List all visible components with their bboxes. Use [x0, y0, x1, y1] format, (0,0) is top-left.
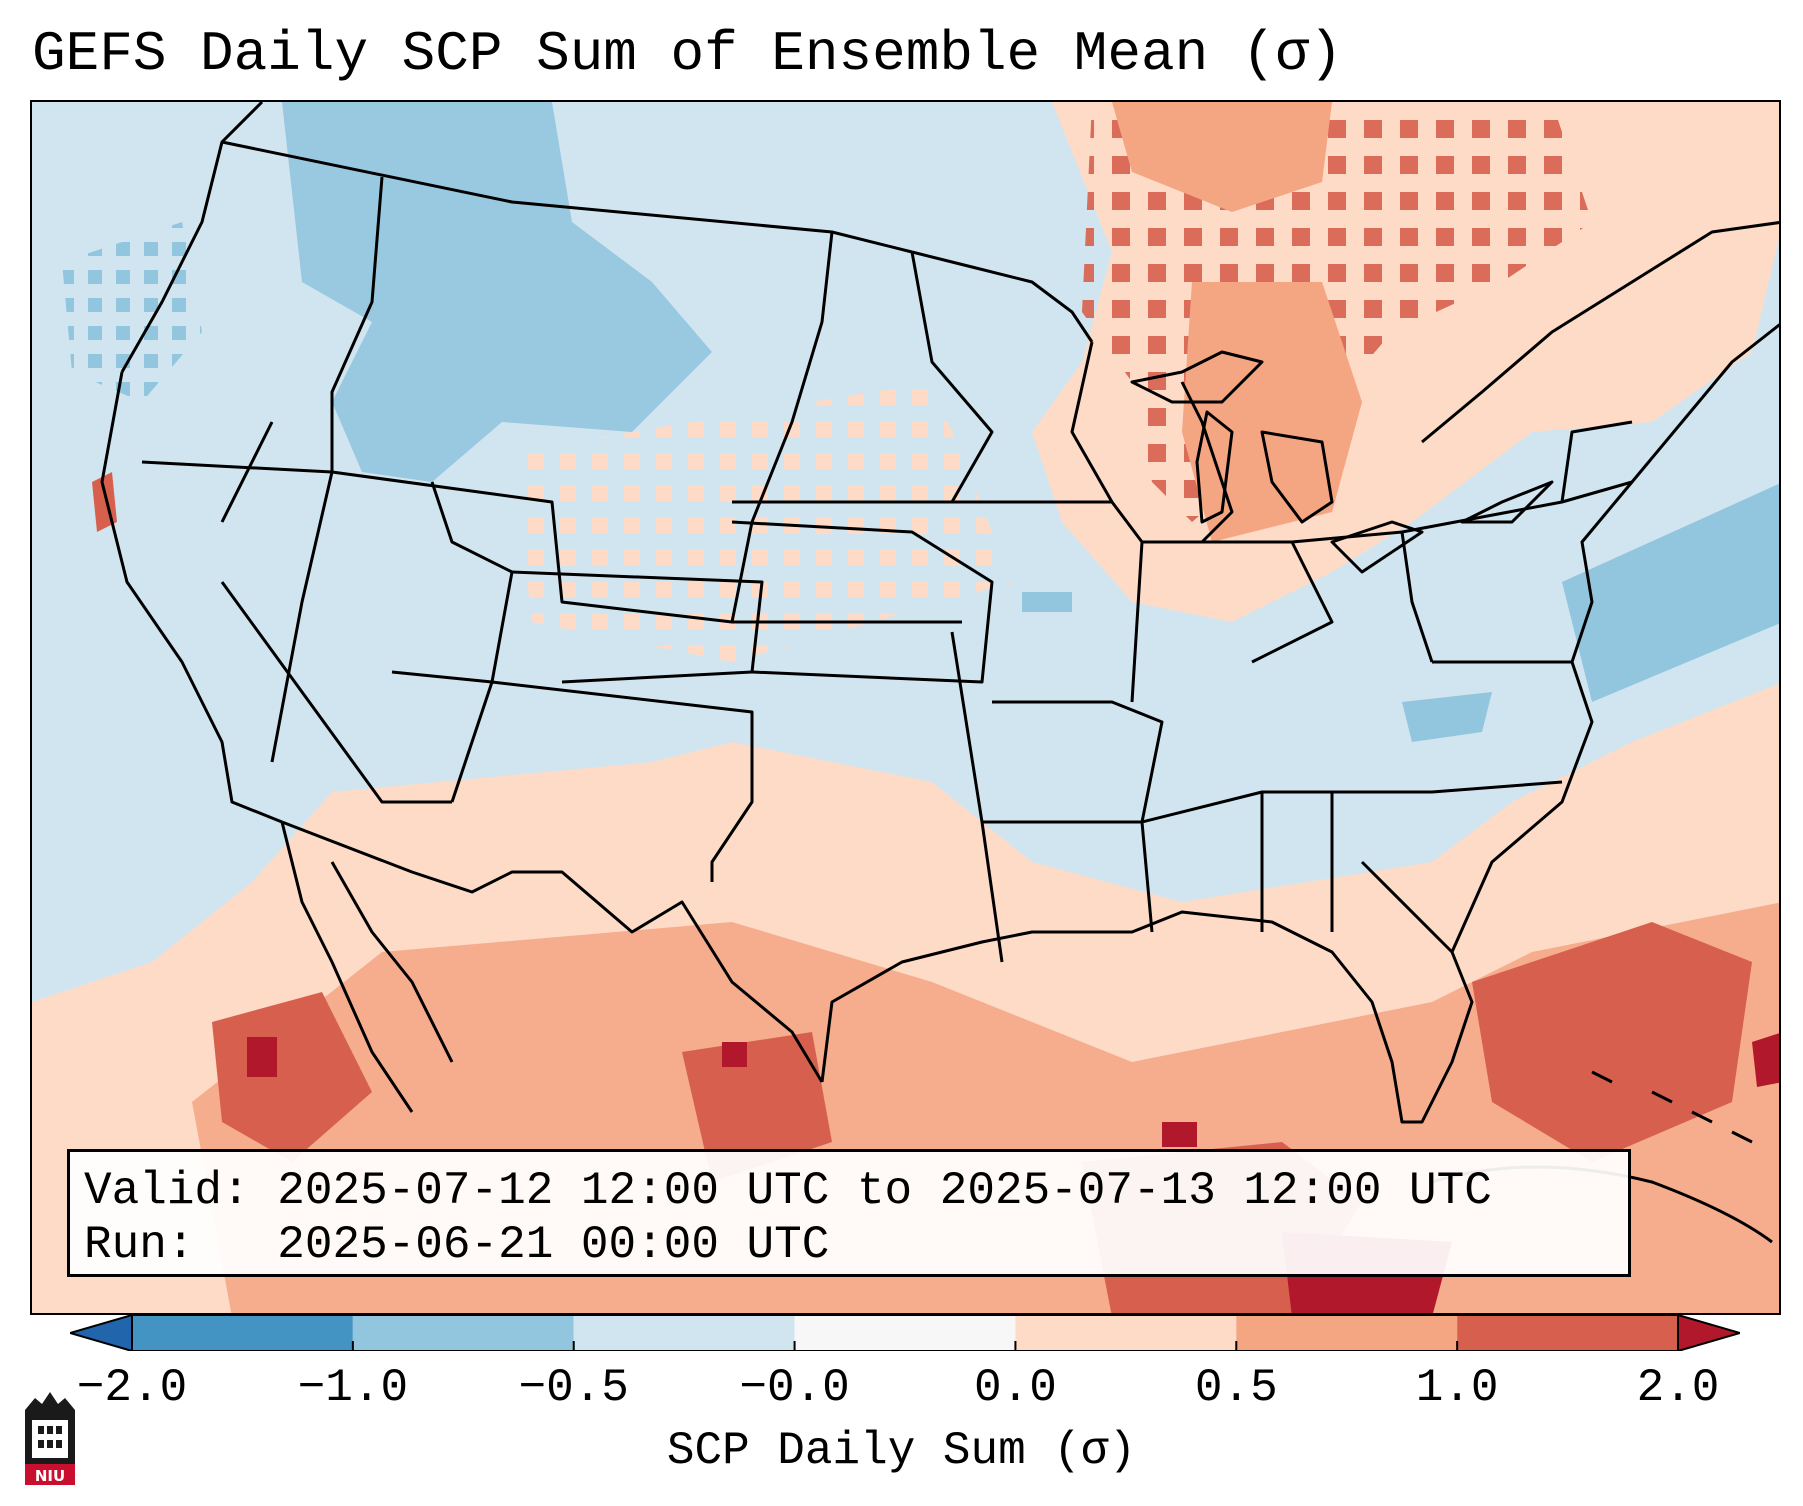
colorbar-tick-label: 0.5 [1194, 1362, 1278, 1414]
svg-text:NIU: NIU [35, 1467, 65, 1485]
canada-border-west [221, 140, 913, 254]
colorbar-tick-label: 0.0 [974, 1362, 1057, 1414]
colorbar-outline [131, 1315, 1679, 1351]
colorbar-bin [352, 1315, 574, 1351]
colorbar [70, 1315, 1740, 1351]
run-time: 2025-06-21 00:00 UTC [277, 1219, 830, 1271]
colorbar-bin [794, 1315, 1016, 1351]
colorbar-bin [1015, 1315, 1237, 1351]
colorbar-tick-label: −2.0 [76, 1362, 188, 1414]
colorbar-tick-label: −1.0 [297, 1362, 409, 1414]
canada-border-mid [911, 250, 1094, 343]
colorbar-bin [132, 1315, 353, 1351]
niu-logo: NIU [25, 1392, 75, 1485]
valid-label: Valid: [84, 1165, 250, 1217]
colorbar-bin [573, 1315, 795, 1351]
mexico-border [281, 820, 824, 1083]
valid-run-info-box: Valid: 2025-07-12 12:00 UTC to 2025-07-1… [67, 1149, 1631, 1277]
colorbar-tick-label: 1.0 [1415, 1362, 1499, 1414]
colorbar-tick-label: −0.5 [518, 1362, 629, 1414]
colorbar-tick-label: 2.0 [1636, 1362, 1720, 1414]
colorbar-over-extension [1677, 1315, 1740, 1351]
pacific-coast-south [100, 371, 283, 824]
valid-time-range: 2025-07-12 12:00 UTC to 2025-07-13 12:00… [277, 1165, 1492, 1217]
gulf-coast [820, 910, 1474, 1124]
negative-anomaly-regions [62, 102, 1779, 742]
colorbar-label: SCP Daily Sum (σ) [666, 1425, 1137, 1477]
run-label: Run: [84, 1219, 195, 1271]
pacific-coast-north [120, 102, 264, 373]
map-panel[interactable] [30, 100, 1781, 1315]
boundaries [100, 102, 1779, 1244]
colorbar-tick-label: −0.0 [739, 1362, 850, 1414]
map-title: GEFS Daily SCP Sum of Ensemble Mean (σ) [32, 22, 1343, 86]
canada-border-east [1421, 221, 1779, 444]
colorbar-bin [1236, 1315, 1458, 1351]
colorbar-bin [1457, 1315, 1678, 1351]
map-canvas [32, 102, 1779, 1313]
colorbar-under-extension [70, 1315, 133, 1351]
atlantic-coast [1450, 323, 1779, 953]
